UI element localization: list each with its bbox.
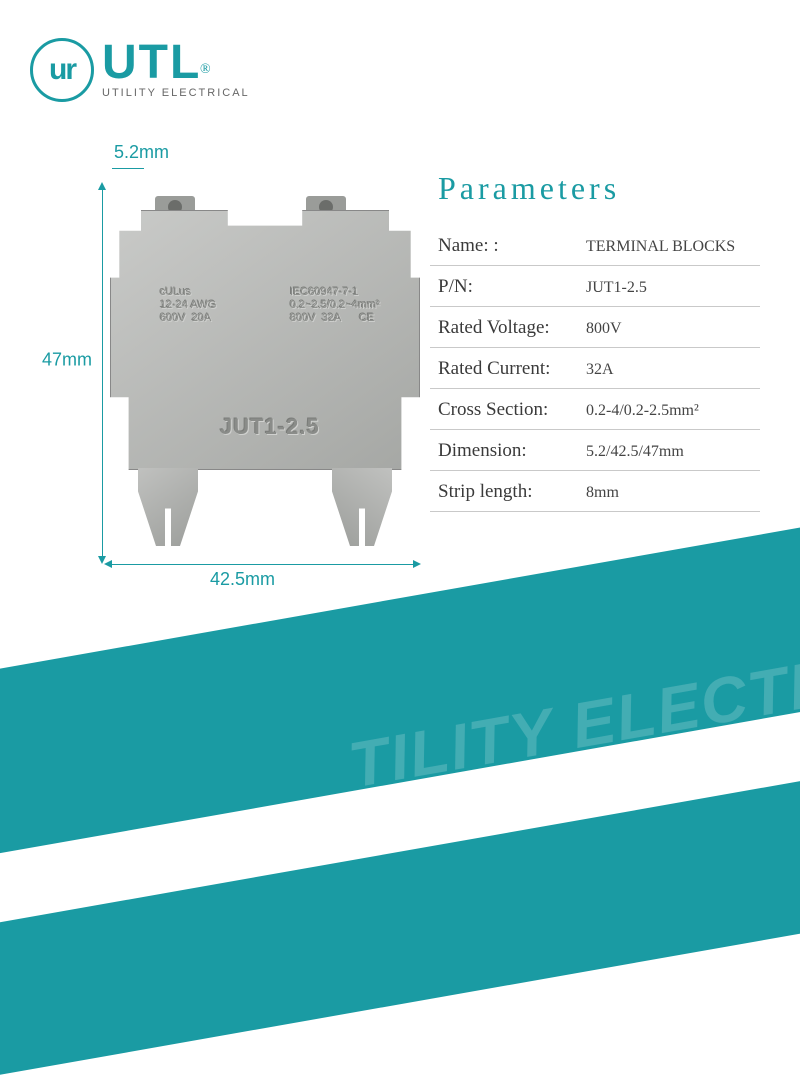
- parameters-list: Name: :TERMINAL BLOCKSP/N:JUT1-2.5Rated …: [430, 225, 760, 512]
- terminal-block-drawing: cULus 12-24 AWG 600V 20A IEC60947-7-1 0.…: [110, 178, 420, 553]
- dimension-height-label: 47mm: [42, 350, 92, 371]
- parameter-row: Cross Section:0.2-4/0.2-2.5mm²: [430, 389, 760, 430]
- dimension-width-label: 5.2mm: [114, 142, 169, 163]
- parameter-value: JUT1-2.5: [586, 279, 647, 297]
- parameter-value: 8mm: [586, 484, 619, 502]
- parameter-row: Rated Current:32A: [430, 348, 760, 389]
- rail-clip-icon: [138, 468, 392, 548]
- dimension-line-horizontal-icon: [110, 564, 415, 565]
- logo-circle-text: ur: [49, 53, 75, 87]
- parameter-label: Cross Section:: [438, 399, 586, 421]
- parameter-value: 0.2-4/0.2-2.5mm²: [586, 402, 699, 420]
- logo-text-block: UTL UTILITY ELECTRICAL: [102, 41, 250, 98]
- parameter-label: Rated Voltage:: [438, 317, 586, 339]
- embossed-model-text: JUT1-2.5: [220, 414, 320, 440]
- logo-main-text: UTL: [102, 41, 250, 84]
- parameter-value: 800V: [586, 320, 622, 338]
- parameter-label: Rated Current:: [438, 358, 586, 380]
- parameter-value: 32A: [586, 361, 614, 379]
- parameter-label: Strip length:: [438, 481, 586, 503]
- parameter-value: 5.2/42.5/47mm: [586, 443, 684, 461]
- parameter-row: Name: :TERMINAL BLOCKS: [430, 225, 760, 266]
- brand-logo: ur UTL UTILITY ELECTRICAL ®: [30, 38, 250, 102]
- logo-circle-icon: ur: [30, 38, 94, 102]
- parameter-value: TERMINAL BLOCKS: [586, 238, 735, 256]
- logo-subtitle: UTILITY ELECTRICAL: [102, 87, 250, 99]
- parameter-label: Name: :: [438, 235, 586, 257]
- dimension-line-top-icon: [112, 168, 144, 169]
- parameters-panel: Parameters Name: :TERMINAL BLOCKSP/N:JUT…: [430, 170, 760, 512]
- product-illustration: 5.2mm 47mm 42.5mm cULus 12-24 AWG 600V 2…: [50, 150, 420, 590]
- parameters-title: Parameters: [430, 170, 760, 207]
- parameter-label: Dimension:: [438, 440, 586, 462]
- parameter-row: Rated Voltage:800V: [430, 307, 760, 348]
- parameter-row: P/N:JUT1-2.5: [430, 266, 760, 307]
- parameter-row: Strip length:8mm: [430, 471, 760, 512]
- dimension-line-vertical-icon: [102, 188, 103, 558]
- dimension-depth-label: 42.5mm: [210, 569, 275, 590]
- embossed-ul-text: cULus 12-24 AWG 600V 20A: [160, 286, 216, 326]
- parameter-row: Dimension:5.2/42.5/47mm: [430, 430, 760, 471]
- embossed-iec-text: IEC60947-7-1 0.2~2.5/0.2~4mm² 800V 32A C…: [290, 286, 380, 326]
- parameter-label: P/N:: [438, 276, 586, 298]
- registered-mark-icon: ®: [200, 62, 211, 78]
